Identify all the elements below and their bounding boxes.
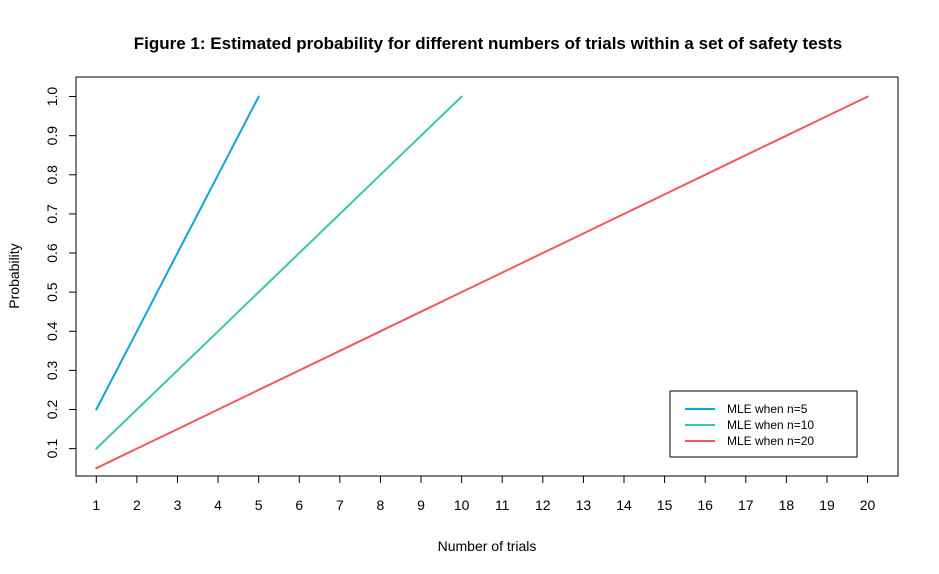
x-tick-label: 2 <box>133 497 141 513</box>
x-tick-label: 3 <box>174 497 182 513</box>
x-tick-label: 10 <box>454 497 470 513</box>
y-tick-label: 0.9 <box>44 126 60 146</box>
y-tick-label: 0.5 <box>44 282 60 302</box>
y-tick-label: 0.1 <box>44 439 60 459</box>
x-tick-label: 13 <box>576 497 592 513</box>
series-layer <box>95 95 869 470</box>
x-tick-label: 15 <box>657 497 673 513</box>
y-tick-label: 1.0 <box>44 87 60 107</box>
series-line-2 <box>95 95 463 450</box>
y-axis-label: Probability <box>6 243 22 308</box>
x-tick-label: 8 <box>377 497 385 513</box>
x-tick-label: 12 <box>535 497 551 513</box>
y-axis: 0.1 0.2 0.3 0.4 0.5 0.6 0.7 0.8 0.9 1.0 <box>44 87 77 459</box>
y-tick-label: 0.3 <box>44 360 60 380</box>
y-tick-label: 0.2 <box>44 400 60 420</box>
legend: MLE when n=5 MLE when n=10 MLE when n=20 <box>669 390 858 458</box>
x-tick-label: 4 <box>214 497 222 513</box>
x-tick-label: 7 <box>336 497 344 513</box>
legend-items: MLE when n=5 MLE when n=10 MLE when n=20 <box>685 402 814 448</box>
x-tick-label: 20 <box>860 497 876 513</box>
legend-label-1: MLE when n=5 <box>727 402 808 416</box>
x-tick-label: 5 <box>255 497 263 513</box>
x-tick-label: 18 <box>779 497 795 513</box>
legend-label-3: MLE when n=20 <box>727 434 814 448</box>
x-tick-label: 11 <box>495 497 510 513</box>
y-tick-label: 0.7 <box>44 204 60 224</box>
x-tick-label: 9 <box>417 497 425 513</box>
legend-label-2: MLE when n=10 <box>727 418 814 432</box>
x-tick-label: 6 <box>295 497 303 513</box>
x-tick-label: 1 <box>92 497 100 513</box>
x-tick-label: 19 <box>819 497 835 513</box>
x-tick-label: 14 <box>616 497 632 513</box>
x-tick-label: 17 <box>738 497 754 513</box>
chart-title: Figure 1: Estimated probability for diff… <box>134 34 842 53</box>
x-axis: 1 2 3 4 5 6 7 8 9 10 11 12 13 14 15 16 17 18 19 20 <box>92 475 876 513</box>
series-line-1 <box>95 95 260 411</box>
y-tick-label: 0.6 <box>44 243 60 263</box>
x-axis-label: Number of trials <box>438 538 537 554</box>
y-tick-label: 0.4 <box>44 321 60 341</box>
y-tick-label: 0.8 <box>44 165 60 185</box>
x-tick-label: 16 <box>697 497 713 513</box>
series-line-3 <box>95 95 869 470</box>
